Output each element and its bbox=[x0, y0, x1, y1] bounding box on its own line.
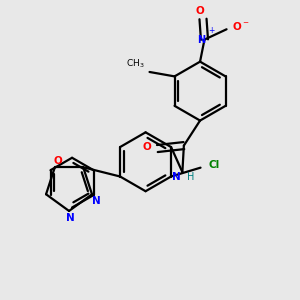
Text: O: O bbox=[195, 6, 204, 16]
Text: N: N bbox=[172, 172, 180, 182]
Text: Cl: Cl bbox=[208, 160, 219, 170]
Text: +: + bbox=[208, 26, 215, 35]
Text: O$^-$: O$^-$ bbox=[232, 20, 250, 32]
Text: N: N bbox=[197, 34, 206, 45]
Text: CH$_3$: CH$_3$ bbox=[126, 58, 144, 70]
Text: O: O bbox=[143, 142, 152, 152]
Text: N: N bbox=[66, 213, 75, 223]
Text: O: O bbox=[53, 156, 62, 166]
Text: N: N bbox=[92, 196, 101, 206]
Text: H: H bbox=[187, 172, 194, 182]
